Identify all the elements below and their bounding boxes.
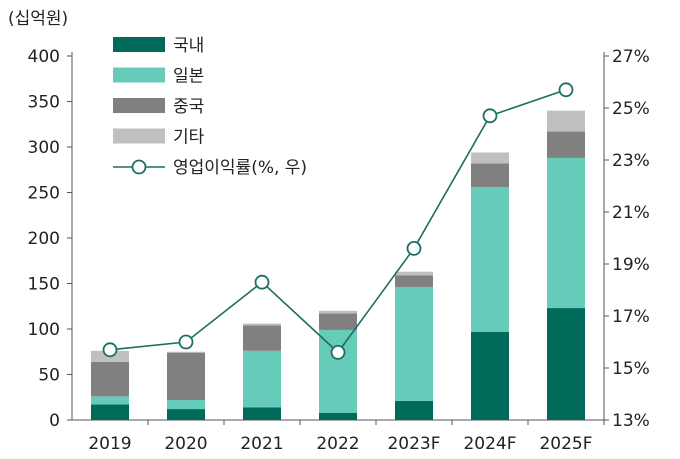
x-tick-label: 2019 (88, 434, 131, 454)
y2-tick-label: 25% (612, 99, 650, 119)
legend-label-중국: 중국 (173, 97, 204, 117)
x-tick-label: 2020 (164, 434, 207, 454)
y-tick-label: 0 (49, 411, 60, 431)
legend-label-국내: 국내 (173, 36, 204, 56)
y-tick-label: 400 (28, 47, 60, 67)
legend-label-operating-margin: 영업이익률(%, 우) (173, 158, 307, 178)
legend-swatch-기타 (113, 128, 165, 144)
operating-margin-point-2022 (330, 344, 346, 360)
bar-기타-2025F (547, 110, 585, 132)
operating-margin-point-2019 (102, 342, 118, 358)
bar-국내-2023F (395, 400, 433, 420)
operating-margin-point-2020 (178, 334, 194, 350)
y-tick-label: 100 (28, 320, 60, 340)
y-tick-label: 300 (28, 138, 60, 158)
bar-기타-2024F (471, 152, 509, 164)
y2-tick-label: 21% (612, 203, 650, 223)
bar-기타-2021 (243, 323, 281, 326)
legend-label-일본: 일본 (173, 67, 204, 87)
bar-일본-2025F (547, 157, 585, 309)
bar-중국-2024F (471, 163, 509, 188)
legend-swatch-중국 (113, 98, 165, 113)
y2-tick-label: 17% (612, 307, 650, 327)
bar-국내-2022 (319, 412, 357, 420)
bar-국내-2020 (167, 409, 205, 420)
operating-margin-point-2021 (254, 274, 270, 290)
x-tick-label: 2021 (240, 434, 283, 454)
bar-일본-2019 (91, 396, 129, 405)
operating-margin-point-2025F (558, 82, 574, 98)
y2-tick-label: 27% (612, 47, 650, 67)
bar-국내-2019 (91, 404, 129, 420)
bar-중국-2022 (319, 313, 357, 330)
y-tick-label: 250 (28, 184, 60, 204)
legend-swatch-국내 (113, 37, 165, 52)
bar-중국-2019 (91, 361, 129, 397)
x-tick-label: 2023F (387, 434, 440, 454)
legend-line-marker (131, 159, 147, 175)
bar-일본-2024F (471, 187, 509, 332)
y-tick-label: 200 (28, 229, 60, 249)
bar-국내-2024F (471, 331, 509, 420)
y2-tick-label: 19% (612, 255, 650, 275)
y-tick-label: 150 (28, 275, 60, 295)
bar-일본-2022 (319, 329, 357, 413)
bar-일본-2023F (395, 287, 433, 401)
y-axis-unit-label: (십억원) (8, 9, 68, 29)
y-tick-label: 50 (38, 366, 60, 386)
bar-국내-2025F (547, 308, 585, 420)
legend-label-기타: 기타 (173, 128, 205, 148)
bar-중국-2023F (395, 275, 433, 288)
bar-일본-2021 (243, 350, 281, 408)
bar-국내-2021 (243, 407, 281, 420)
bar-일본-2020 (167, 399, 205, 410)
legend-swatch-일본 (113, 67, 165, 83)
x-tick-label: 2024F (463, 434, 516, 454)
bar-기타-2020 (167, 351, 205, 353)
x-tick-label: 2022 (316, 434, 359, 454)
y-tick-label: 350 (28, 93, 60, 113)
bar-기타-2023F (395, 271, 433, 276)
operating-margin-point-2024F (482, 108, 498, 124)
bar-중국-2020 (167, 352, 205, 400)
bar-중국-2025F (547, 131, 585, 158)
bar-기타-2022 (319, 310, 357, 314)
y2-tick-label: 13% (612, 411, 650, 431)
operating-margin-point-2023F (406, 240, 422, 256)
y2-tick-label: 23% (612, 151, 650, 171)
y2-tick-label: 15% (612, 359, 650, 379)
x-tick-label: 2025F (539, 434, 592, 454)
plot-area: 0 50 100 150 200 250 300 350 400 13% 15% 17% 19% 21% 2… (28, 47, 650, 454)
bar-중국-2021 (243, 325, 281, 351)
